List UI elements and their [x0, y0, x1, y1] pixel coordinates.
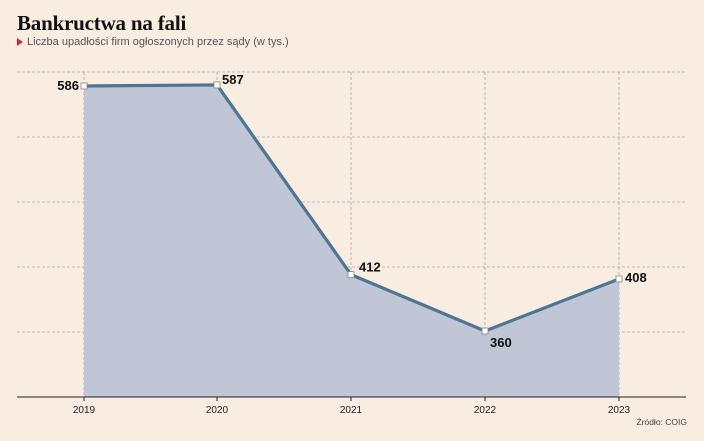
data-point-marker	[615, 275, 623, 283]
chart-subtitle-row: Liczba upadłości firm ogłoszonych przez …	[17, 36, 289, 48]
x-tick-label: 2023	[608, 405, 631, 416]
x-tick-label: 2021	[340, 405, 363, 416]
triangle-bullet-icon	[17, 38, 23, 46]
x-tick-label: 2019	[73, 405, 96, 416]
chart-subtitle: Liczba upadłości firm ogłoszonych przez …	[27, 36, 289, 48]
data-point-marker	[347, 271, 355, 279]
x-tick-label: 2020	[206, 405, 229, 416]
data-label: 587	[222, 72, 244, 87]
x-tick-label: 2022	[474, 405, 497, 416]
series-area	[84, 84, 619, 398]
data-label: 586	[57, 78, 79, 93]
source-note: Źródło: COIG	[636, 417, 687, 427]
chart-title: Bankructwa na fali	[17, 11, 187, 35]
data-point-marker	[80, 82, 88, 90]
data-point-marker	[213, 81, 221, 89]
data-label: 360	[490, 335, 512, 350]
data-point-marker	[481, 327, 489, 335]
data-label: 412	[359, 260, 381, 275]
data-label: 408	[625, 270, 647, 285]
